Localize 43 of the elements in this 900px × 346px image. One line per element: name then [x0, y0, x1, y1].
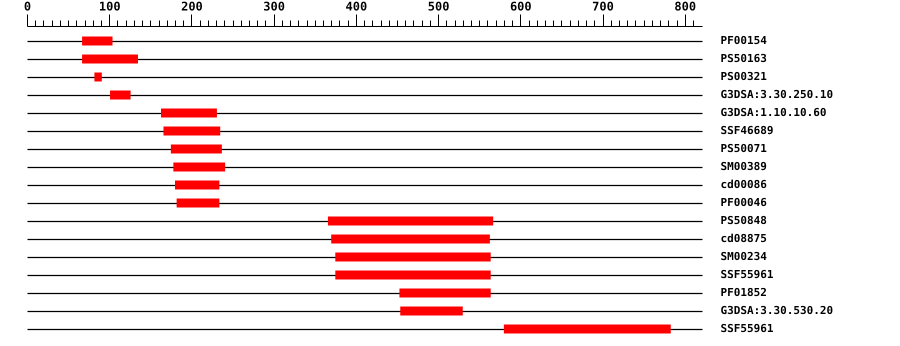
bar: [335, 252, 491, 262]
x-tick-label: 500: [428, 0, 450, 14]
x-tick-label: 700: [592, 0, 614, 14]
bar: [161, 108, 217, 118]
x-tick-label: 600: [510, 0, 532, 14]
y-tick-label: PS00321: [720, 70, 768, 83]
y-tick-label: cd08875: [720, 232, 767, 245]
x-tick-label: 800: [674, 0, 696, 14]
y-tick-label: PS50848: [720, 214, 767, 227]
y-tick-label: PS50071: [720, 142, 768, 155]
bar: [331, 234, 490, 244]
y-tick-label: G3DSA:3.30.250.10: [720, 88, 834, 101]
bar: [163, 126, 220, 136]
bar: [82, 54, 138, 64]
bar: [170, 144, 222, 154]
bar: [176, 198, 220, 208]
x-tick-label: 100: [98, 0, 121, 14]
y-tick-label: cd00086: [720, 178, 768, 191]
y-tick-label: SM00234: [720, 250, 768, 263]
y-tick-label: SSF46689: [720, 124, 774, 137]
y-tick-label: PF00046: [720, 196, 768, 209]
y-tick-label: G3DSA:1.10.10.60: [720, 106, 826, 119]
y-tick-label: SSF55961: [720, 268, 774, 281]
bar: [504, 324, 671, 334]
y-tick-label: G3DSA:3.30.530.20: [720, 304, 834, 317]
bar: [399, 288, 491, 298]
bar: [400, 306, 463, 316]
bar: [174, 180, 220, 190]
y-tick-label: PS50163: [720, 52, 767, 65]
x-tick-label: 300: [263, 0, 285, 14]
bar: [82, 36, 113, 46]
bar: [173, 162, 226, 172]
bar: [328, 216, 494, 226]
y-tick-label: SM00389: [720, 160, 767, 173]
x-tick-label: 0: [24, 0, 32, 14]
bar: [335, 270, 491, 280]
y-tick-label: PF01852: [720, 286, 767, 299]
y-tick-label: SSF55961: [720, 322, 774, 335]
x-tick-label: 200: [181, 0, 203, 14]
x-tick-label: 400: [346, 0, 368, 14]
y-tick-label: PF00154: [720, 34, 768, 47]
bar: [110, 90, 131, 100]
bar: [94, 72, 102, 82]
